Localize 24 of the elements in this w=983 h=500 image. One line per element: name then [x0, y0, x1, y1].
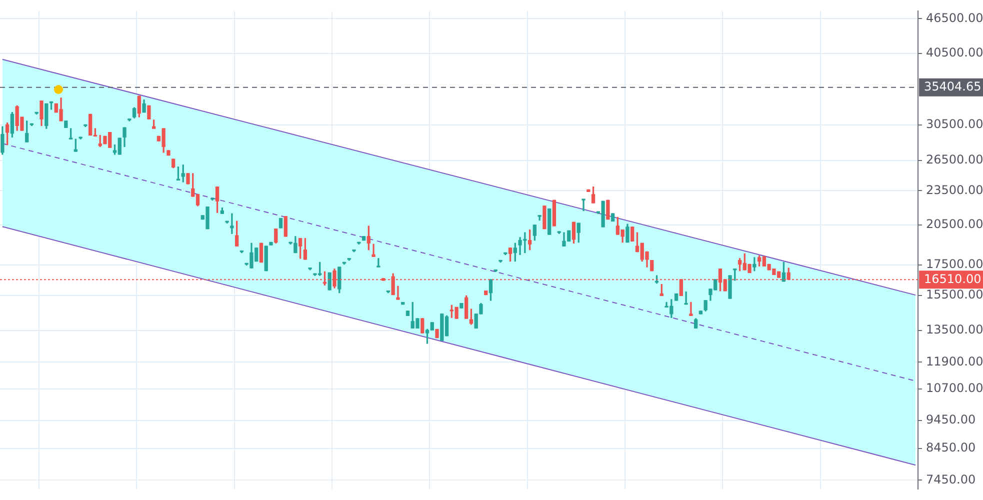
y-tick-label: 40500.00 — [926, 46, 983, 60]
y-tick-label: 11900.00 — [926, 354, 983, 368]
y-tick-label: 9450.00 — [926, 412, 976, 426]
candlestick — [684, 292, 688, 305]
y-tick-label: 26500.00 — [926, 152, 983, 167]
candlestick — [376, 258, 380, 268]
y-tick-label: 30500.00 — [926, 117, 983, 132]
y-tick-label: 8450.00 — [926, 440, 976, 455]
y-tick-label: 46500.00 — [926, 10, 983, 25]
y-tick-label: 13500.00 — [926, 322, 983, 336]
y-tick-label: 15500.00 — [926, 288, 983, 302]
y-tick-label: 10700.00 — [926, 381, 983, 396]
y-tick-label: 7450.00 — [926, 472, 976, 486]
y-tick-label: 23500.00 — [926, 182, 983, 197]
candlestick — [396, 286, 400, 300]
ref-line-label: 35404.65 — [924, 80, 982, 94]
candlestick — [372, 244, 376, 257]
candlestick — [689, 302, 693, 316]
ref-line-label: 16510.00 — [924, 272, 982, 286]
y-tick-label: 20500.00 — [926, 217, 983, 232]
candlestick — [752, 257, 756, 272]
candlestick — [230, 213, 234, 234]
candlestick — [582, 198, 586, 212]
y-tick-label: 17500.00 — [926, 257, 983, 272]
